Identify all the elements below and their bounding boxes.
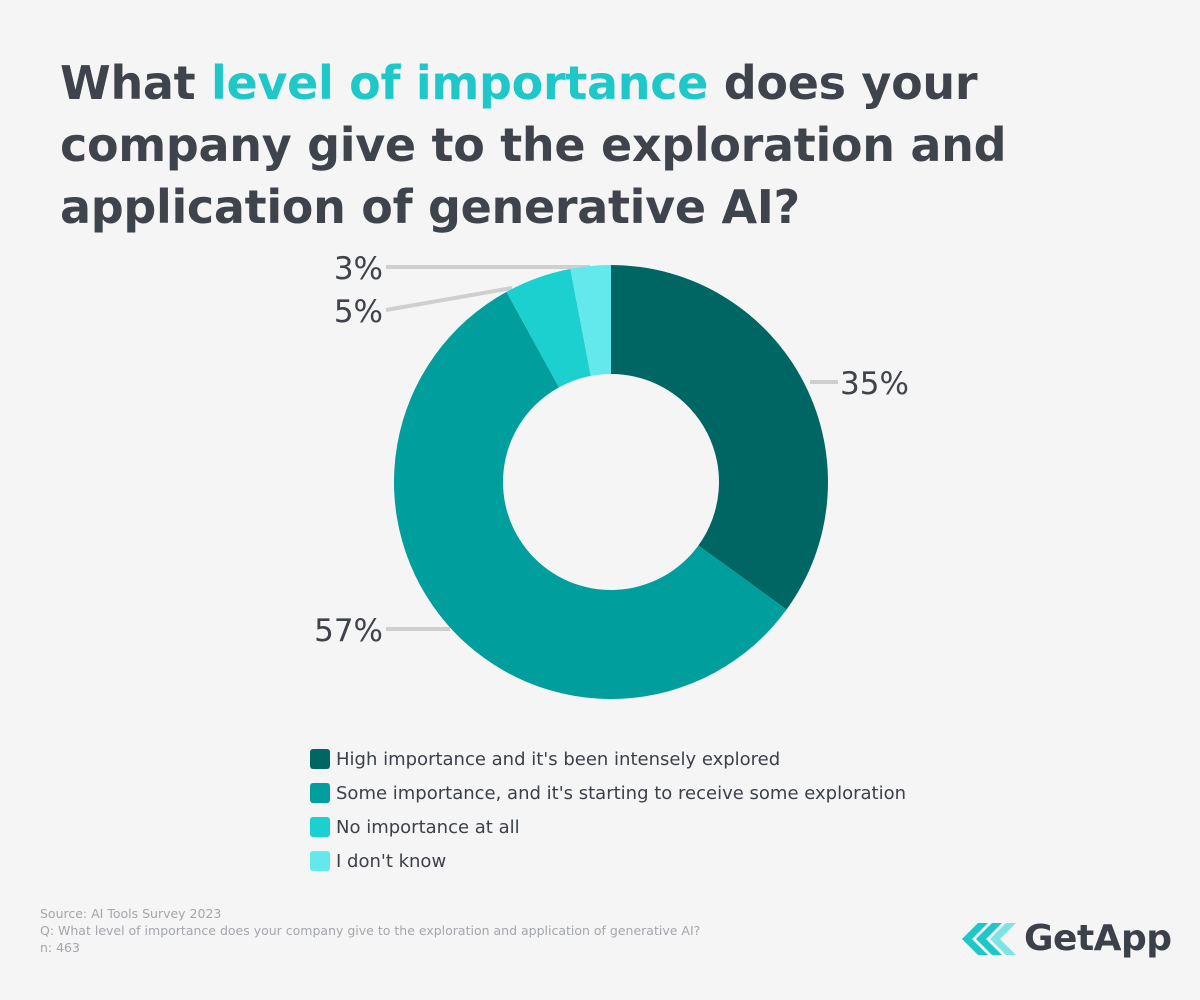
title-highlight: level of importance — [211, 56, 709, 110]
data-label: 5% — [334, 294, 383, 330]
question-note: Q: What level of importance does your co… — [40, 923, 701, 938]
data-label: 57% — [314, 613, 383, 649]
legend-swatch — [310, 851, 330, 871]
legend-swatch — [310, 749, 330, 769]
source-note: Source: AI Tools Survey 2023 — [40, 906, 222, 921]
chart-title: What level of importance does your compa… — [60, 52, 1160, 238]
footer-notes: Source: AI Tools Survey 2023 Q: What lev… — [40, 905, 700, 956]
legend-item-none: No importance at all — [310, 810, 906, 844]
donut-segment-0 — [611, 265, 828, 610]
legend-label: I don't know — [336, 850, 447, 872]
title-part-1: What — [60, 56, 212, 110]
legend-item-high: High importance and it's been intensely … — [310, 742, 906, 776]
donut-segment-3 — [570, 265, 611, 376]
logo-text: GetApp — [1024, 918, 1172, 959]
legend-swatch — [310, 817, 330, 837]
legend-swatch — [310, 783, 330, 803]
legend-label: Some importance, and it's starting to re… — [336, 782, 906, 804]
leader-line — [385, 286, 513, 312]
sample-size-note: n: 463 — [40, 940, 80, 955]
data-label: 3% — [334, 251, 383, 287]
legend-item-some: Some importance, and it's starting to re… — [310, 776, 906, 810]
getapp-logo: GetApp — [962, 918, 1172, 959]
data-label: 35% — [840, 366, 909, 402]
donut-segment-1 — [393, 291, 787, 699]
title-part-2: does your company give to the exploratio… — [60, 56, 1007, 234]
legend-item-dont-know: I don't know — [310, 844, 906, 878]
getapp-chevrons-icon — [962, 922, 1016, 955]
legend-label: No importance at all — [336, 816, 520, 838]
legend: High importance and it's been intensely … — [310, 742, 906, 878]
legend-label: High importance and it's been intensely … — [336, 748, 781, 770]
donut-segment-2 — [506, 268, 591, 388]
